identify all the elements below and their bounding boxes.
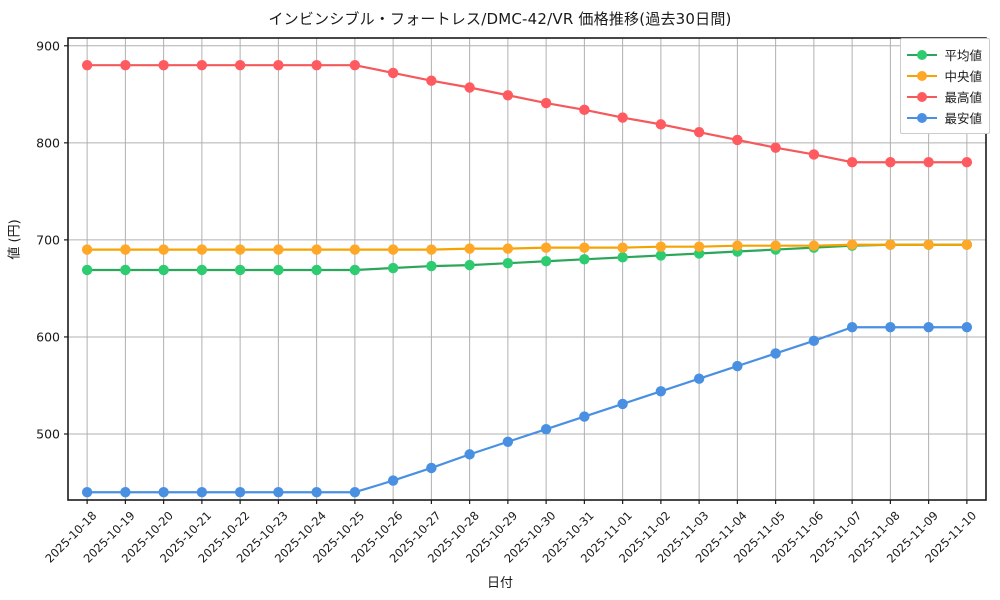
svg-text:600: 600	[36, 329, 60, 344]
legend-item-2[interactable]: 最高値	[907, 86, 982, 107]
chart-legend: 平均値中央値最高値最安値	[900, 38, 990, 134]
legend-swatch-icon	[907, 48, 938, 62]
legend-item-label: 中央値	[944, 69, 982, 84]
legend-item-label: 平均値	[944, 48, 982, 63]
svg-text:800: 800	[36, 135, 60, 150]
series-1	[81, 239, 973, 255]
svg-text:700: 700	[36, 232, 60, 247]
svg-text:500: 500	[36, 427, 60, 442]
legend-item-label: 最高値	[944, 90, 982, 105]
legend-swatch-icon	[907, 111, 938, 125]
legend-item-3[interactable]: 最安値	[907, 107, 982, 128]
legend-swatch-icon	[907, 90, 938, 104]
series-3	[81, 322, 973, 498]
series-2	[81, 59, 973, 168]
legend-swatch-icon	[907, 69, 938, 83]
x-axis-label: 日付	[486, 576, 513, 591]
svg-text:900: 900	[36, 38, 60, 53]
legend-item-0[interactable]: 平均値	[907, 44, 982, 65]
y-axis-label: 値 (円)	[7, 219, 23, 260]
legend-item-1[interactable]: 中央値	[907, 65, 982, 86]
legend-item-label: 最安値	[944, 111, 982, 126]
chart-title: インビンシブル・フォートレス/DMC-42/VR 価格推移(過去30日間)	[268, 10, 732, 28]
